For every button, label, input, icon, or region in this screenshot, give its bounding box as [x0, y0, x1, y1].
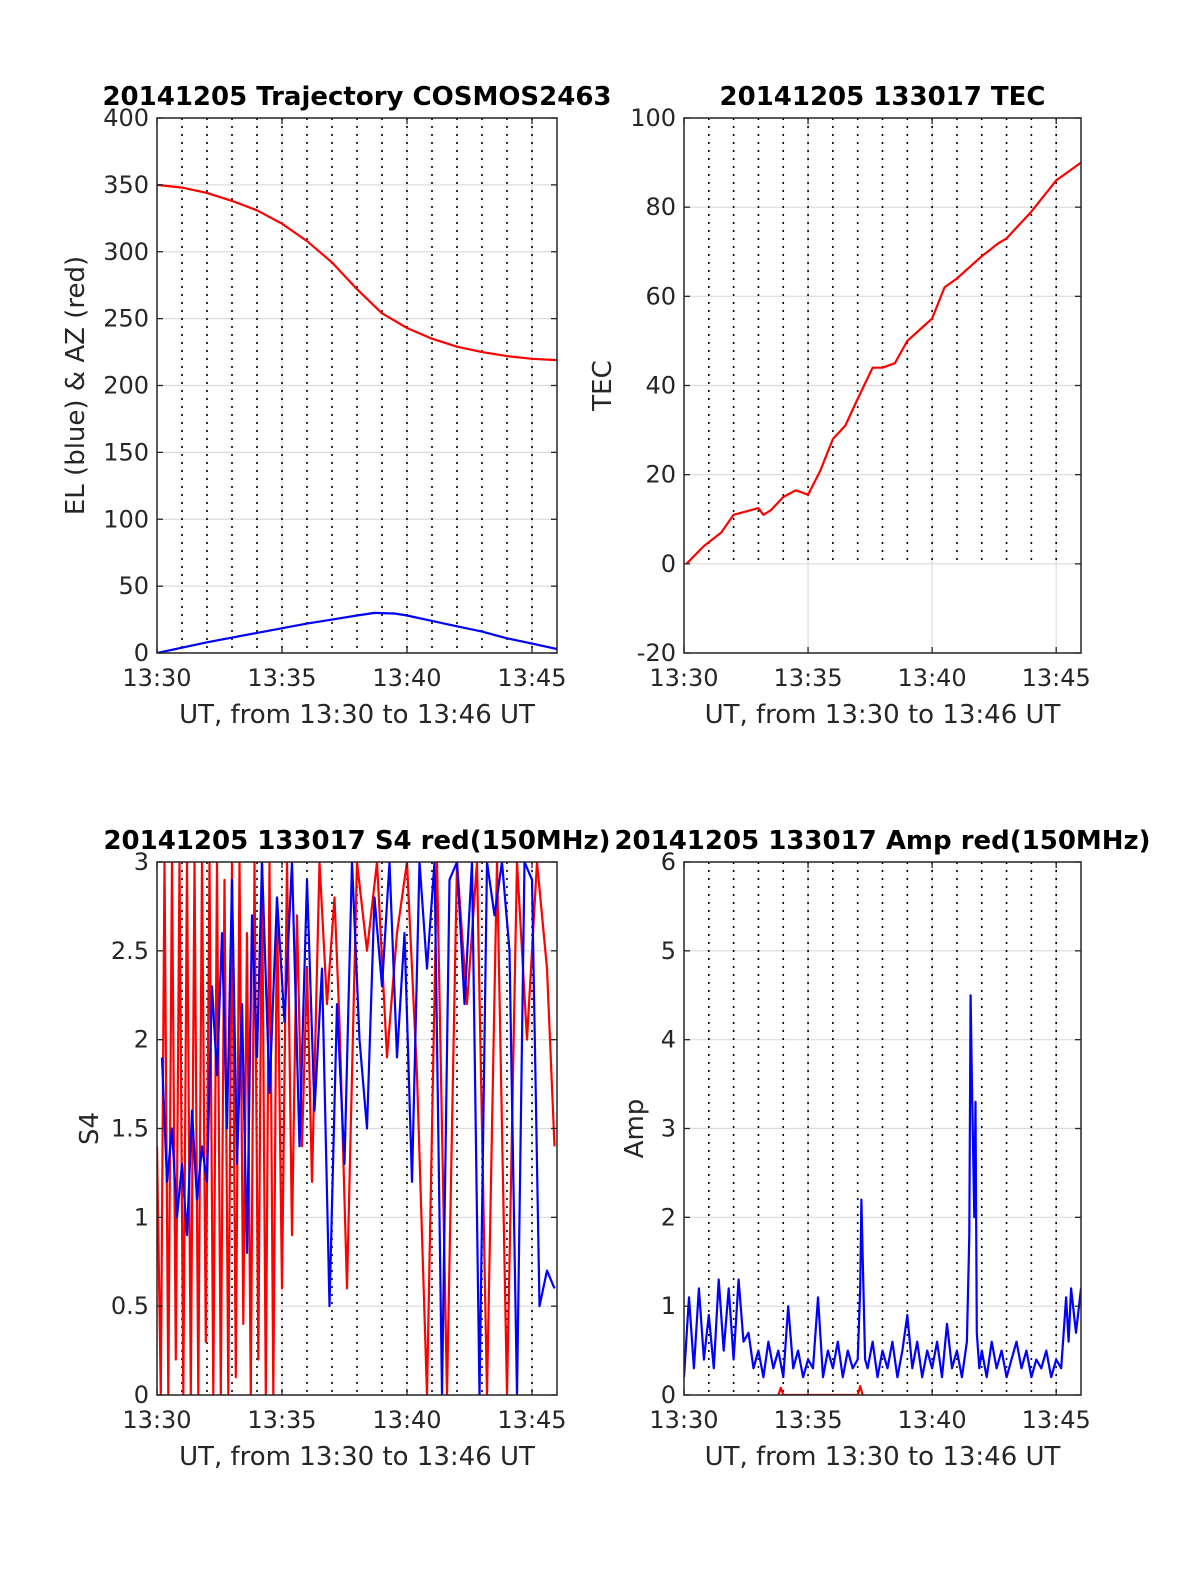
y-tick-label: 100	[630, 104, 676, 132]
y-tick-label: 250	[103, 305, 149, 333]
series-line-1	[160, 862, 556, 1395]
y-tick-label: 50	[118, 572, 149, 600]
chart-title: 20141205 Trajectory COSMOS2463	[102, 82, 611, 112]
y-tick-label: 400	[103, 104, 149, 132]
y-tick-label: 1	[134, 1203, 149, 1231]
x-tick-label: 13:30	[122, 1406, 191, 1434]
series-line-0	[685, 161, 1081, 565]
x-tick-label: 13:30	[649, 664, 718, 692]
y-tick-label: 1	[661, 1292, 676, 1320]
x-tick-label: 13:45	[497, 1406, 566, 1434]
x-tick-label: 13:40	[372, 664, 441, 692]
series-line-0	[777, 1384, 864, 1395]
y-tick-label: 300	[103, 238, 149, 266]
x-axis-label: UT, from 13:30 to 13:46 UT	[179, 700, 535, 730]
y-tick-label: 1.5	[111, 1115, 149, 1143]
x-tick-label: 13:30	[649, 1406, 718, 1434]
x-tick-label: 13:40	[898, 664, 967, 692]
x-tick-label: 13:45	[497, 664, 566, 692]
x-tick-label: 13:35	[247, 664, 316, 692]
y-tick-label: 100	[103, 505, 149, 533]
y-tick-label: 5	[661, 937, 676, 965]
x-axis-label: UT, from 13:30 to 13:46 UT	[179, 1442, 535, 1472]
y-tick-label: 60	[645, 282, 676, 310]
y-tick-label: 80	[645, 193, 676, 221]
y-tick-label: 0	[134, 639, 149, 667]
y-axis-label: S4	[75, 1112, 105, 1145]
series-line-0	[157, 183, 557, 362]
chart-trajectory: 13:30 13:35 13:40 13:45 0 50 100 150 200 250 300 35…	[61, 82, 612, 730]
chart-title: 20141205 133017 Amp red(150MHz)	[614, 826, 1150, 856]
y-tick-label: 200	[103, 372, 149, 400]
y-axis-label: EL (blue) & AZ (red)	[61, 256, 91, 515]
y-tick-label: 0.5	[111, 1292, 149, 1320]
chart-title: 20141205 133017 S4 red(150MHz)	[103, 826, 610, 856]
y-tick-label: 0	[661, 1381, 676, 1409]
x-tick-label: 13:35	[773, 664, 842, 692]
series-line-1	[684, 994, 1081, 1379]
x-tick-label: 13:40	[372, 1406, 441, 1434]
x-axis-label: UT, from 13:30 to 13:46 UT	[705, 1442, 1061, 1472]
y-tick-label: 3	[134, 848, 149, 876]
x-tick-label: 13:30	[122, 664, 191, 692]
y-tick-label: 0	[661, 550, 676, 578]
series-line-0	[157, 862, 556, 1395]
y-tick-label: 40	[645, 372, 676, 400]
y-axis-label: Amp	[620, 1099, 650, 1159]
y-axis-label: TEC	[588, 360, 618, 411]
y-tick-label: 2	[661, 1203, 676, 1231]
x-axis-label: UT, from 13:30 to 13:46 UT	[705, 700, 1061, 730]
chart-title: 20141205 133017 TEC	[720, 82, 1046, 112]
chart-tec: 13:30 13:35 13:40 13:45 -20 0 20 40 60 80 100 20141…	[588, 82, 1091, 730]
y-tick-label: 3	[661, 1115, 676, 1143]
y-tick-label: 2.5	[111, 937, 149, 965]
series-line-1	[157, 611, 557, 653]
x-tick-label: 13:35	[773, 1406, 842, 1434]
y-tick-label: 4	[661, 1026, 676, 1054]
x-tick-label: 13:45	[1022, 1406, 1091, 1434]
y-tick-label: 150	[103, 438, 149, 466]
x-tick-label: 13:45	[1022, 664, 1091, 692]
y-tick-label: 0	[134, 1381, 149, 1409]
y-tick-label: 2	[134, 1026, 149, 1054]
x-tick-label: 13:35	[247, 1406, 316, 1434]
y-tick-label: 20	[645, 461, 676, 489]
y-tick-label: 350	[103, 171, 149, 199]
x-tick-label: 13:40	[898, 1406, 967, 1434]
y-tick-label: 6	[661, 848, 676, 876]
y-tick-label: -20	[637, 639, 676, 667]
chart-s4: 13:30 13:35 13:40 13:45 0 0.5 1 1.5 2 2.5 32014120…	[75, 826, 611, 1472]
